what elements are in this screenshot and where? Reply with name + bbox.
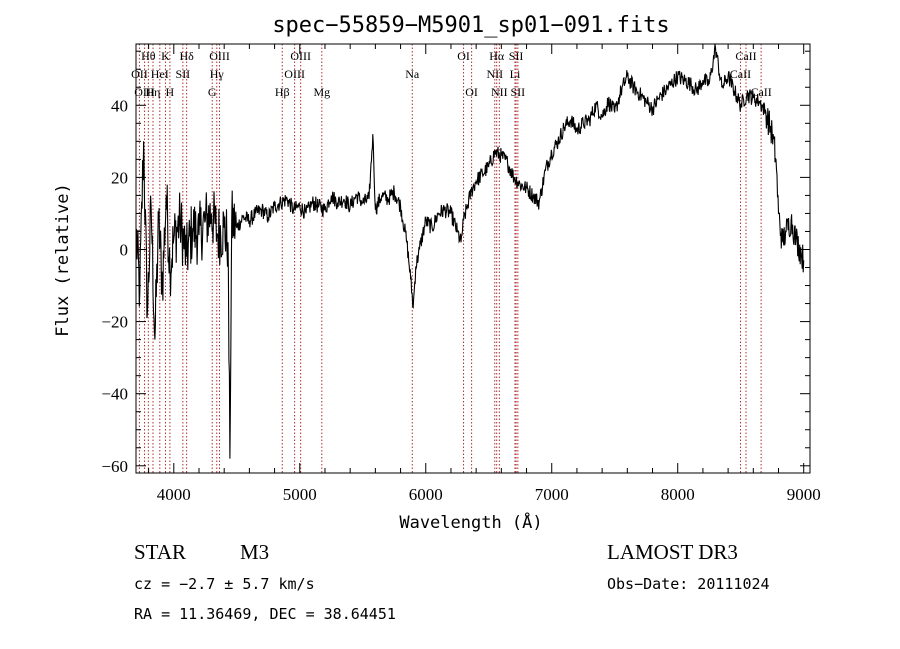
y-tick-label-4: 20 — [111, 168, 128, 187]
y-axis-label: Flux (relative) — [53, 183, 73, 337]
spectral-line-label-9: OIII — [209, 49, 230, 63]
x-axis-ticks: 4000 5000 6000 7000 8000 9000 — [148, 44, 821, 504]
spectral-line-label-14: OIII — [284, 67, 305, 81]
chart-title: spec−55859−M5901_sp01−091.fits — [272, 13, 669, 38]
spectral-line-label-21: NII — [491, 85, 508, 99]
x-tick-label-2: 6000 — [409, 485, 443, 504]
spectral-line-label-3: K — [161, 49, 170, 63]
x-tick-label-1: 5000 — [283, 485, 317, 504]
x-tick-label-4: 8000 — [661, 485, 695, 504]
coordinates: RA = 11.36469, DEC = 38.64451 — [134, 605, 396, 623]
y-tick-label-1: −40 — [101, 385, 128, 404]
spectral-line-label-20: NII — [486, 67, 503, 81]
spectral-line-label-13: OIII — [290, 49, 311, 63]
spectral-line-label-24: SII — [511, 85, 526, 99]
object-class: STAR — [134, 540, 186, 564]
spectral-line-label-16: Na — [405, 67, 420, 81]
survey-name: LAMOST DR3 — [607, 540, 738, 564]
spectral-line-label-19: Hα — [489, 49, 505, 63]
spectral-line-label-17: OI — [457, 49, 470, 63]
spectral-line-label-11: G — [208, 85, 217, 99]
spectral-line-label-22: SII — [509, 49, 524, 63]
spectral-line-label-23: Li — [510, 67, 521, 81]
spectral-line-label-4: HeI — [151, 67, 169, 81]
y-tick-label-0: −60 — [101, 457, 128, 476]
spectral-line-label-26: CaII — [730, 67, 751, 81]
x-axis-label: Wavelength (Å) — [399, 511, 542, 533]
x-tick-label-0: 4000 — [157, 485, 191, 504]
spectral-line-label-7: SII — [176, 67, 191, 81]
spectral-line-label-25: CaII — [735, 49, 756, 63]
object-subclass: M3 — [240, 540, 269, 564]
x-tick-label-3: 7000 — [535, 485, 569, 504]
x-tick-label-5: 9000 — [787, 485, 821, 504]
spectral-line-label-0: Hθ — [141, 49, 156, 63]
spectral-line-label-27: CaII — [750, 85, 771, 99]
observation-date: Obs−Date: 20111024 — [607, 575, 770, 593]
y-tick-label-5: 40 — [111, 96, 128, 115]
spectrum-series-line — [135, 44, 805, 459]
spectral-line-label-2: OIII — [134, 85, 155, 99]
spectral-line-label-6: H — [166, 85, 175, 99]
spectral-line-label-15: Mg — [313, 85, 330, 99]
spectral-line-label-5: Hη — [146, 85, 161, 99]
spectral-line-label-18: OI — [465, 85, 478, 99]
y-tick-label-3: 0 — [120, 240, 129, 259]
y-tick-label-2: −20 — [101, 313, 128, 332]
redshift-value: cz = −2.7 ± 5.7 km/s — [134, 575, 315, 593]
spectral-line-markers — [138, 44, 762, 473]
spectral-line-label-8: Hδ — [179, 49, 194, 63]
spectral-line-label-1: OII — [131, 67, 148, 81]
spectral-line-label-10: Hγ — [210, 67, 225, 81]
spectral-line-label-12: Hβ — [275, 85, 290, 99]
plot-frame — [135, 43, 811, 474]
y-axis-ticks: −60 −40 −20 0 20 40 — [101, 50, 810, 476]
